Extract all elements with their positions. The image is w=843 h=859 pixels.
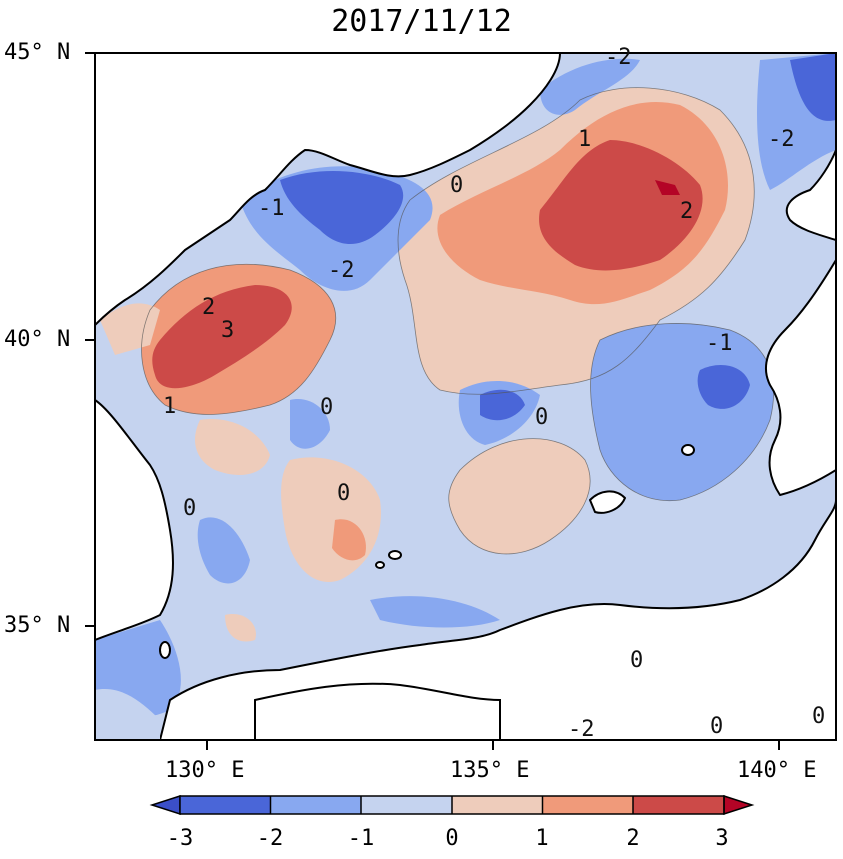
colorbar-tick: 3 [715, 826, 729, 851]
contour-label: 0 [812, 704, 825, 729]
map-title: 2017/11/12 [331, 4, 512, 39]
plot-frame [94, 52, 837, 741]
colorbar-segment [633, 796, 724, 814]
contour-label: -1 [258, 196, 285, 221]
lat-label-40: 40° N [4, 327, 71, 352]
lon-label-130: 130° E [165, 758, 245, 783]
colorbar-segment [361, 796, 452, 814]
axis-ticks [85, 52, 780, 750]
colorbar-segment [180, 796, 271, 814]
contour-label: -1 [706, 331, 733, 356]
contour-label: 2 [680, 199, 693, 224]
contour-label: 3 [221, 318, 234, 343]
contour-label: 0 [183, 496, 196, 521]
contour-label: 0 [450, 173, 463, 198]
colorbar-segment [270, 796, 361, 814]
colorbar-tick: -3 [166, 826, 194, 851]
contour-label: 0 [630, 648, 643, 673]
contour-label: 2 [202, 295, 215, 320]
land-masses [95, 53, 836, 740]
colorbar-tick: -1 [347, 826, 375, 851]
colorbar-tick: 2 [626, 826, 640, 851]
contour-label: 0 [535, 405, 548, 430]
contour-label-group: -2 1 -2 0 -1 -2 2 2 3 1 0 0 -1 0 0 0 -2 … [163, 45, 825, 742]
colorbar-tick: 1 [535, 826, 549, 851]
contour-label: 1 [163, 394, 176, 419]
contour-label: 0 [337, 481, 350, 506]
colorbar-segment [452, 796, 543, 814]
colorbar-extend-low [149, 794, 181, 816]
colorbar [149, 794, 755, 816]
contour-label: 0 [320, 395, 333, 420]
colorbar-tick: 0 [445, 826, 459, 851]
lon-label-135: 135° E [450, 758, 530, 783]
contour-label: -2 [605, 45, 632, 70]
contour-lines [141, 87, 774, 555]
colorbar-extend-high [723, 794, 755, 816]
colorbar-tick: -2 [256, 826, 284, 851]
lon-label-140: 140° E [737, 758, 817, 783]
map-area [95, 53, 836, 740]
contour-label: 1 [578, 127, 591, 152]
lat-label-35: 35° N [4, 613, 71, 638]
contour-label: -2 [328, 258, 355, 283]
lat-label-45: 45° N [4, 40, 71, 65]
colorbar-segment [542, 796, 633, 814]
contour-label: 0 [710, 714, 723, 739]
contour-label: -2 [568, 717, 595, 742]
contour-label: -2 [768, 127, 795, 152]
